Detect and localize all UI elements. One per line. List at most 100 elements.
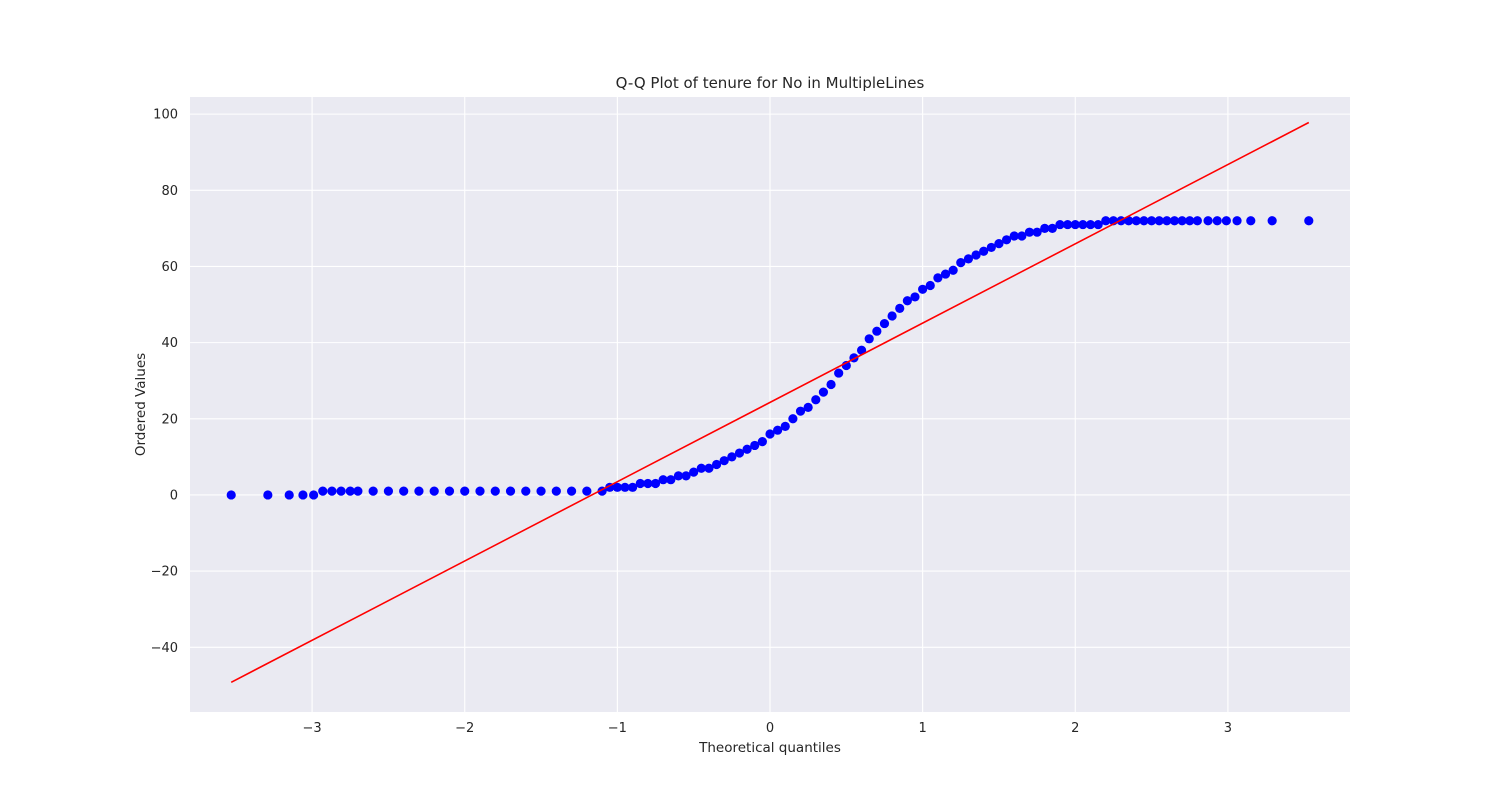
qq-point: [353, 486, 363, 496]
qq-point: [1032, 227, 1042, 237]
qq-point: [612, 482, 622, 492]
qq-point: [226, 490, 236, 500]
qq-point: [345, 486, 355, 496]
qq-point: [429, 486, 439, 496]
qq-point: [879, 318, 890, 329]
qq-point: [368, 486, 378, 496]
qq-point: [263, 490, 273, 500]
qq-point: [711, 459, 722, 470]
qq-point: [551, 486, 561, 496]
qq-point: [1232, 216, 1242, 226]
qq-point: [444, 486, 455, 496]
qq-point: [673, 471, 684, 481]
qq-point: [1001, 235, 1012, 245]
qq-point: [336, 486, 346, 496]
qq-point: [635, 478, 645, 489]
qq-point: [994, 239, 1004, 249]
qq-point: [460, 486, 470, 496]
y-tick-labels: −40 −20 0 20 40 60 80 100: [151, 108, 178, 656]
x-tick-label: −1: [608, 721, 627, 736]
qq-point: [696, 463, 706, 473]
fit-line: [230, 121, 1310, 684]
qq-point: [1304, 216, 1314, 226]
qq-point: [734, 448, 745, 458]
qq-point: [1085, 219, 1096, 230]
qq-point: [298, 490, 308, 500]
qq-point: [887, 311, 897, 321]
data-marks: [226, 121, 1314, 684]
qq-point: [318, 486, 328, 496]
y-axis-label: Ordered Values: [133, 353, 149, 456]
qq-point: [666, 475, 676, 485]
chart-title: Q-Q Plot of tenure for No in MultipleLin…: [616, 74, 925, 92]
qq-point: [1009, 231, 1019, 241]
qq-point: [856, 345, 867, 355]
qq-point: [566, 486, 577, 496]
qq-point: [1154, 216, 1164, 226]
qq-point: [1055, 219, 1065, 230]
qq-point: [582, 486, 592, 496]
qq-point: [1203, 216, 1213, 226]
qq-point: [773, 425, 783, 435]
qq-point: [383, 486, 394, 496]
qq-point: [628, 482, 638, 492]
x-tick-label: 1: [918, 721, 926, 736]
qq-point: [1047, 223, 1057, 233]
qq-point: [1093, 219, 1103, 230]
x-tick-label: 0: [766, 721, 774, 736]
x-tick-label: 3: [1224, 721, 1232, 736]
qq-point: [1162, 216, 1172, 226]
qq-point: [864, 334, 874, 344]
y-tick-label: 100: [153, 108, 178, 123]
qq-point: [1177, 216, 1187, 226]
qq-point: [963, 254, 974, 264]
qq-point: [910, 292, 920, 302]
qq-point: [940, 269, 951, 279]
qq-point: [750, 440, 760, 451]
y-tick-label: 80: [161, 184, 178, 199]
qq-point: [1146, 216, 1157, 226]
qq-point: [681, 471, 691, 481]
qq-point: [1078, 219, 1088, 230]
grid-lines: [190, 97, 1350, 712]
qq-point: [872, 326, 882, 336]
qq-point: [399, 486, 409, 496]
qq-point: [490, 486, 500, 496]
qq-point: [986, 242, 996, 253]
qq-point: [1124, 216, 1134, 226]
qq-point: [650, 478, 661, 489]
qq-point: [788, 414, 798, 424]
qq-point: [1024, 227, 1035, 237]
qq-point: [948, 265, 958, 275]
x-tick-label: −3: [303, 721, 322, 736]
qq-point: [895, 303, 905, 313]
qq-point: [918, 284, 928, 294]
qq-point: [818, 387, 829, 397]
qq-point: [658, 475, 668, 485]
qq-point: [521, 486, 531, 496]
qq-point: [727, 452, 737, 462]
qq-point: [933, 273, 943, 283]
y-tick-label: 0: [170, 488, 178, 503]
qq-point: [811, 395, 821, 405]
y-tick-label: −40: [151, 641, 178, 656]
y-tick-label: 60: [161, 260, 178, 275]
qq-point: [795, 406, 806, 416]
x-tick-label: 2: [1071, 721, 1079, 736]
qq-point: [902, 296, 912, 306]
qq-point: [704, 463, 714, 473]
qq-point: [1017, 231, 1027, 241]
qq-point: [826, 379, 836, 390]
x-tick-labels: −3 −2 −1 0 1 2 3: [303, 721, 1233, 736]
qq-point: [536, 486, 546, 496]
qq-point: [309, 490, 319, 500]
y-tick-label: 40: [161, 336, 178, 351]
qq-point: [643, 478, 653, 489]
qq-point: [414, 486, 424, 496]
qq-point: [765, 429, 775, 439]
qq-point: [1070, 219, 1080, 230]
qq-point: [1139, 216, 1149, 226]
qq-point: [284, 490, 294, 500]
